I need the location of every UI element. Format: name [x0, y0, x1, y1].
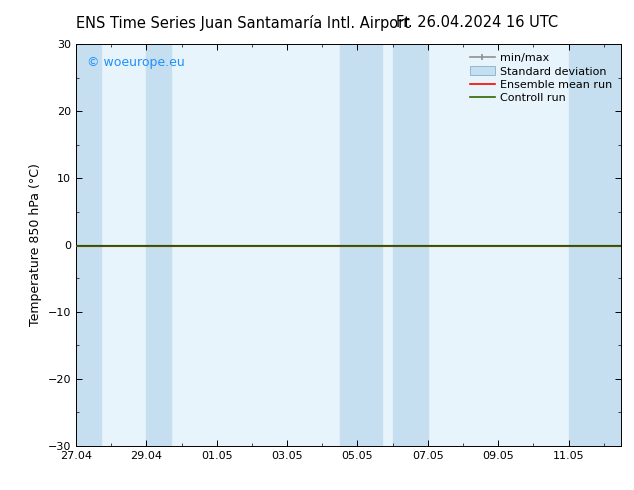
Text: © woeurope.eu: © woeurope.eu [87, 56, 184, 69]
Bar [569, 44, 621, 446]
Y-axis label: Temperature 850 hPa (°C): Temperature 850 hPa (°C) [29, 164, 42, 326]
Bar [146, 44, 171, 446]
Text: Fr. 26.04.2024 16 UTC: Fr. 26.04.2024 16 UTC [396, 15, 558, 30]
Bar [392, 44, 428, 446]
Bar [340, 44, 382, 446]
Bar [76, 44, 101, 446]
Legend: min/max, Standard deviation, Ensemble mean run, Controll run: min/max, Standard deviation, Ensemble me… [467, 49, 616, 106]
Text: ENS Time Series Juan Santamaría Intl. Airport: ENS Time Series Juan Santamaría Intl. Ai… [76, 15, 410, 31]
